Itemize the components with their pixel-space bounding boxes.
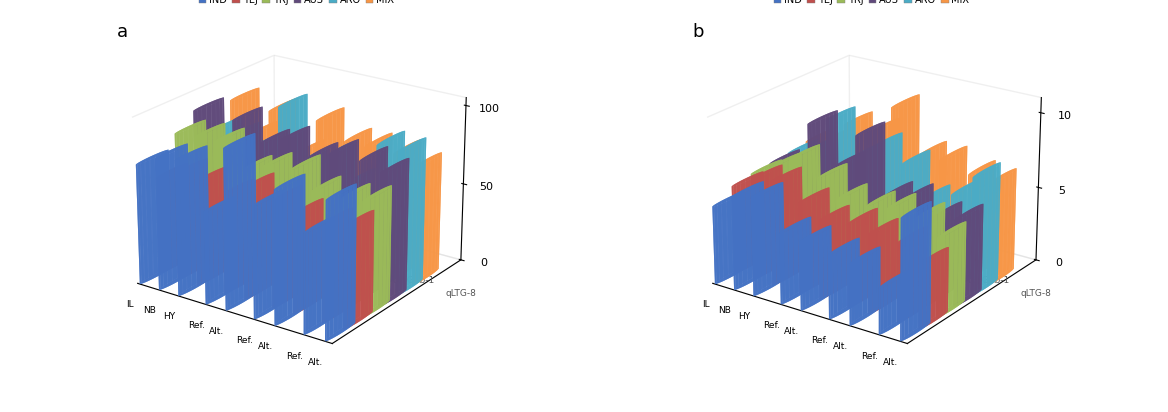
Legend: IND, TEJ, TRJ, AUS, ARO, MIX: IND, TEJ, TRJ, AUS, ARO, MIX [770, 0, 973, 9]
Legend: IND, TEJ, TRJ, AUS, ARO, MIX: IND, TEJ, TRJ, AUS, ARO, MIX [195, 0, 398, 9]
Text: b: b [691, 23, 703, 41]
Text: a: a [117, 23, 128, 41]
